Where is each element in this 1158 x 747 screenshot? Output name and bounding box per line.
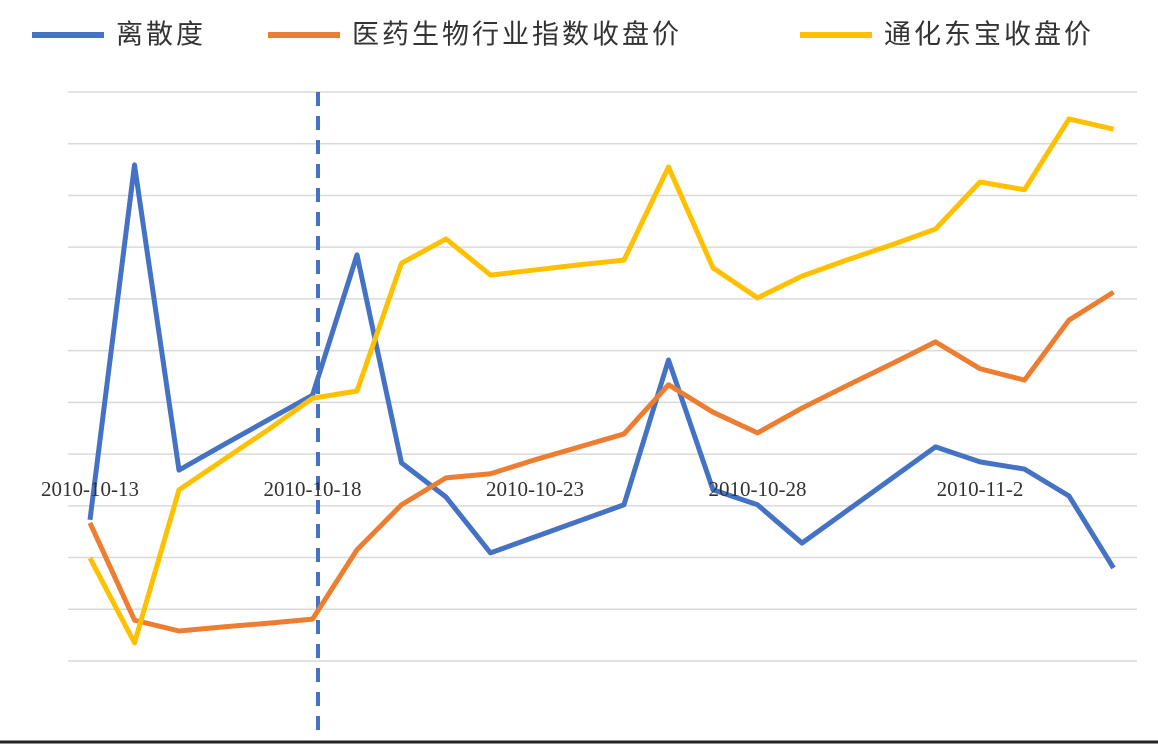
series-line	[87, 116, 1115, 646]
series-line	[87, 162, 1116, 570]
x-tick-label: 2010-10-13	[41, 477, 139, 501]
grid	[68, 91, 1137, 662]
x-tick-label: 2010-10-23	[486, 477, 584, 501]
legend-label: 医药生物行业指数收盘价	[352, 20, 682, 51]
x-tick-label: 2010-10-28	[709, 477, 807, 501]
x-tick-label: 2010-11-2	[937, 477, 1024, 501]
x-tick-label: 2010-10-18	[264, 477, 362, 501]
series-line	[87, 290, 1115, 634]
legend-label: 离散度	[116, 20, 206, 51]
legend-label: 通化东宝收盘价	[884, 20, 1094, 51]
